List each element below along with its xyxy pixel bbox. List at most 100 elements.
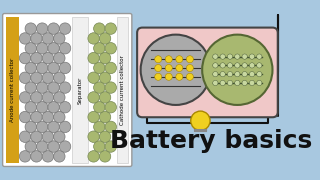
Circle shape — [19, 92, 31, 103]
Circle shape — [257, 80, 262, 86]
Circle shape — [176, 64, 183, 71]
Circle shape — [42, 151, 54, 162]
Circle shape — [42, 111, 54, 123]
Circle shape — [105, 141, 116, 152]
Circle shape — [36, 82, 48, 93]
Circle shape — [19, 131, 31, 142]
Text: Separator: Separator — [77, 76, 83, 104]
Circle shape — [94, 102, 105, 113]
Circle shape — [249, 54, 255, 59]
Circle shape — [165, 73, 172, 80]
Circle shape — [25, 42, 36, 54]
Circle shape — [105, 102, 116, 113]
Circle shape — [88, 52, 99, 64]
Circle shape — [42, 52, 54, 64]
Circle shape — [59, 42, 71, 54]
Circle shape — [54, 33, 65, 44]
Circle shape — [48, 42, 59, 54]
Text: Battery basics: Battery basics — [110, 129, 312, 153]
Circle shape — [235, 80, 240, 86]
Circle shape — [249, 71, 255, 77]
Circle shape — [257, 54, 262, 59]
Circle shape — [42, 92, 54, 103]
Circle shape — [31, 111, 42, 123]
Circle shape — [25, 82, 36, 93]
Circle shape — [191, 111, 210, 130]
Circle shape — [88, 92, 99, 103]
Circle shape — [94, 23, 105, 34]
Circle shape — [94, 141, 105, 152]
Circle shape — [31, 33, 42, 44]
Circle shape — [220, 63, 225, 68]
Circle shape — [42, 72, 54, 84]
Circle shape — [19, 72, 31, 84]
Circle shape — [54, 111, 65, 123]
Circle shape — [228, 80, 233, 86]
Circle shape — [88, 111, 99, 123]
Circle shape — [25, 102, 36, 113]
Circle shape — [105, 62, 116, 74]
Circle shape — [31, 151, 42, 162]
Circle shape — [42, 131, 54, 142]
Circle shape — [59, 62, 71, 74]
Circle shape — [25, 121, 36, 133]
Circle shape — [94, 62, 105, 74]
Circle shape — [48, 62, 59, 74]
Circle shape — [59, 102, 71, 113]
Circle shape — [213, 71, 218, 77]
Circle shape — [186, 73, 193, 80]
Circle shape — [54, 52, 65, 64]
Circle shape — [257, 71, 262, 77]
Circle shape — [36, 141, 48, 152]
Circle shape — [228, 63, 233, 68]
Circle shape — [54, 72, 65, 84]
Circle shape — [48, 23, 59, 34]
Circle shape — [19, 33, 31, 44]
Circle shape — [48, 121, 59, 133]
Circle shape — [228, 71, 233, 77]
Circle shape — [242, 80, 247, 86]
Bar — [117, 17, 128, 163]
Circle shape — [31, 92, 42, 103]
Circle shape — [94, 82, 105, 93]
Circle shape — [88, 151, 99, 162]
Circle shape — [59, 82, 71, 93]
Circle shape — [99, 33, 111, 44]
Circle shape — [105, 42, 116, 54]
Circle shape — [36, 121, 48, 133]
Circle shape — [105, 82, 116, 93]
Circle shape — [54, 92, 65, 103]
Circle shape — [59, 23, 71, 34]
Circle shape — [99, 131, 111, 142]
Circle shape — [99, 52, 111, 64]
Circle shape — [257, 63, 262, 68]
Circle shape — [88, 33, 99, 44]
Circle shape — [36, 42, 48, 54]
Circle shape — [213, 63, 218, 68]
Circle shape — [19, 111, 31, 123]
Circle shape — [59, 121, 71, 133]
Circle shape — [213, 54, 218, 59]
Circle shape — [235, 63, 240, 68]
Circle shape — [105, 23, 116, 34]
Circle shape — [242, 71, 247, 77]
Circle shape — [94, 121, 105, 133]
Circle shape — [140, 35, 211, 105]
Circle shape — [165, 56, 172, 63]
Circle shape — [155, 73, 162, 80]
Circle shape — [25, 23, 36, 34]
Circle shape — [88, 72, 99, 84]
Circle shape — [105, 121, 116, 133]
Circle shape — [88, 131, 99, 142]
Text: Cathode current collector: Cathode current collector — [120, 55, 125, 125]
Circle shape — [176, 73, 183, 80]
Circle shape — [186, 64, 193, 71]
Circle shape — [48, 141, 59, 152]
Circle shape — [31, 131, 42, 142]
Circle shape — [242, 63, 247, 68]
Circle shape — [54, 131, 65, 142]
Circle shape — [249, 80, 255, 86]
Circle shape — [36, 62, 48, 74]
Circle shape — [165, 64, 172, 71]
Circle shape — [186, 56, 193, 63]
